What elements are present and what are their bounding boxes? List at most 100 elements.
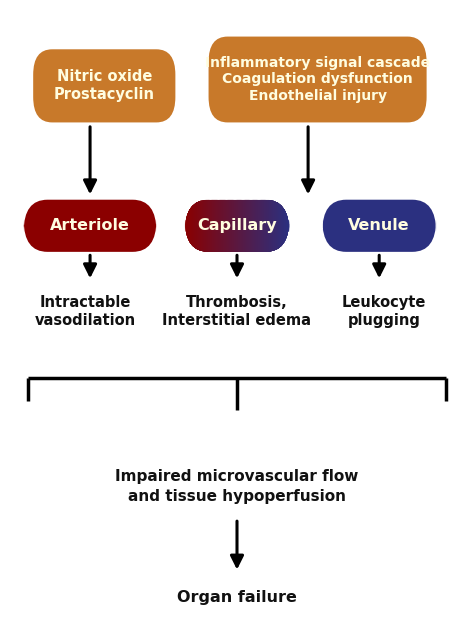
Bar xyxy=(230,200,231,252)
Bar xyxy=(269,200,270,252)
Bar xyxy=(255,200,256,252)
Text: Organ failure: Organ failure xyxy=(177,590,297,605)
Bar xyxy=(239,200,240,252)
Bar xyxy=(259,200,260,252)
Bar xyxy=(252,200,253,252)
Bar xyxy=(189,200,190,252)
Bar xyxy=(203,200,204,252)
Text: Intractable
vasodilation: Intractable vasodilation xyxy=(35,295,136,328)
Bar xyxy=(230,200,231,252)
Bar xyxy=(273,200,274,252)
Bar xyxy=(279,200,280,252)
Bar xyxy=(219,200,220,252)
Bar xyxy=(188,200,189,252)
Bar xyxy=(186,200,187,252)
Bar xyxy=(227,200,228,252)
Bar xyxy=(218,200,219,252)
Bar xyxy=(237,200,238,252)
Bar xyxy=(190,200,191,252)
Bar xyxy=(282,200,283,252)
Bar xyxy=(253,200,254,252)
Bar xyxy=(247,200,248,252)
Bar xyxy=(281,200,282,252)
Bar xyxy=(195,200,196,252)
Bar xyxy=(225,200,226,252)
Bar xyxy=(192,200,193,252)
Bar xyxy=(248,200,249,252)
Bar xyxy=(214,200,215,252)
Bar xyxy=(257,200,258,252)
Bar xyxy=(217,200,218,252)
Bar xyxy=(277,200,278,252)
Bar xyxy=(278,200,279,252)
Bar xyxy=(262,200,263,252)
Bar xyxy=(248,200,249,252)
Bar xyxy=(235,200,236,252)
Bar xyxy=(197,200,198,252)
Bar xyxy=(257,200,258,252)
Bar xyxy=(223,200,224,252)
Bar xyxy=(243,200,244,252)
Bar xyxy=(260,200,261,252)
Bar xyxy=(207,200,208,252)
Bar xyxy=(197,200,198,252)
Bar xyxy=(246,200,247,252)
Bar xyxy=(272,200,273,252)
Bar xyxy=(287,200,288,252)
Bar xyxy=(281,200,282,252)
Bar xyxy=(211,200,212,252)
Bar xyxy=(205,200,206,252)
Bar xyxy=(211,200,212,252)
Bar xyxy=(227,200,228,252)
Bar xyxy=(204,200,205,252)
Bar xyxy=(200,200,201,252)
Text: Impaired microvascular flow
and tissue hypoperfusion: Impaired microvascular flow and tissue h… xyxy=(115,469,359,504)
Bar xyxy=(219,200,220,252)
Bar xyxy=(199,200,200,252)
Bar xyxy=(228,200,229,252)
Bar xyxy=(213,200,214,252)
Bar xyxy=(218,200,219,252)
Bar xyxy=(221,200,222,252)
Bar xyxy=(231,200,232,252)
Bar xyxy=(216,200,217,252)
Bar xyxy=(212,200,213,252)
Bar xyxy=(275,200,276,252)
Bar xyxy=(193,200,194,252)
Bar xyxy=(225,200,226,252)
Bar xyxy=(243,200,244,252)
Bar xyxy=(279,200,280,252)
Text: Venule: Venule xyxy=(348,218,410,233)
FancyBboxPatch shape xyxy=(24,200,156,252)
Bar xyxy=(275,200,276,252)
Bar xyxy=(202,200,203,252)
Bar xyxy=(188,200,189,252)
Bar xyxy=(284,200,285,252)
Bar xyxy=(206,200,207,252)
Bar xyxy=(202,200,203,252)
Bar xyxy=(200,200,201,252)
Bar xyxy=(283,200,284,252)
Bar xyxy=(252,200,253,252)
Bar xyxy=(208,200,209,252)
Bar xyxy=(194,200,195,252)
Bar xyxy=(249,200,250,252)
Bar xyxy=(185,200,186,252)
Bar xyxy=(187,200,188,252)
Bar xyxy=(260,200,261,252)
Bar xyxy=(265,200,266,252)
Bar xyxy=(287,200,288,252)
Bar xyxy=(222,200,223,252)
Bar xyxy=(266,200,267,252)
Bar xyxy=(196,200,197,252)
Bar xyxy=(205,200,206,252)
Bar xyxy=(271,200,272,252)
Bar xyxy=(244,200,245,252)
Bar xyxy=(192,200,193,252)
Bar xyxy=(232,200,233,252)
Bar xyxy=(222,200,223,252)
Bar xyxy=(286,200,287,252)
Bar xyxy=(234,200,235,252)
Bar xyxy=(209,200,210,252)
FancyBboxPatch shape xyxy=(209,36,427,122)
